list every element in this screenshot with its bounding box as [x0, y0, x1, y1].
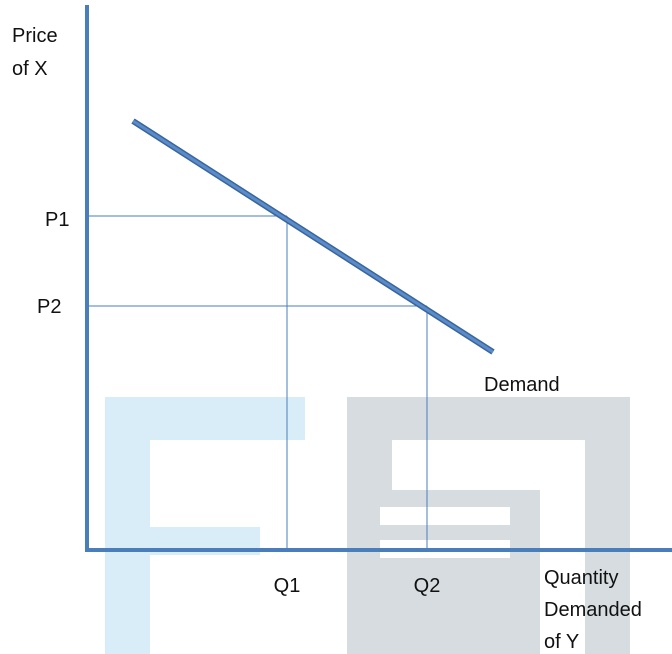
- watermark-shape: [347, 397, 630, 654]
- demand-line: [132, 119, 494, 354]
- x-axis-label: of Y: [544, 631, 579, 653]
- x-axis-label: Demanded: [544, 599, 642, 621]
- price-label: P1: [45, 209, 69, 231]
- curve-label: Demand: [484, 374, 560, 396]
- y-axis-label: Price: [12, 25, 58, 47]
- quantity-label: Q2: [414, 575, 441, 597]
- watermark: [105, 397, 630, 654]
- quantity-label: Q1: [274, 575, 301, 597]
- y-axis-label: of X: [12, 58, 48, 80]
- price-label: P2: [37, 296, 61, 318]
- watermark-shape: [105, 397, 305, 654]
- x-axis-label: Quantity: [544, 567, 618, 589]
- watermark-gap: [380, 507, 510, 525]
